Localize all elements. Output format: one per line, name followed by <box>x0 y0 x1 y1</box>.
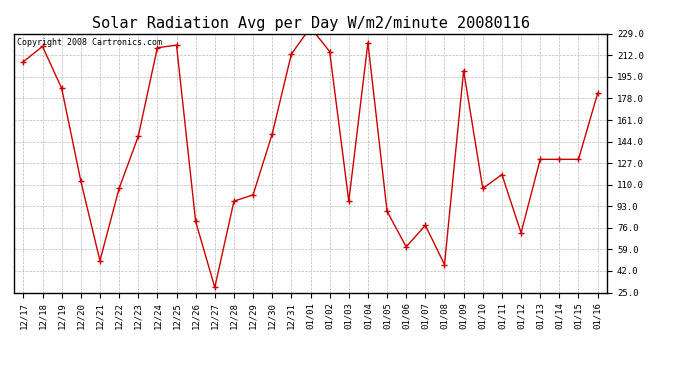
Title: Solar Radiation Avg per Day W/m2/minute 20080116: Solar Radiation Avg per Day W/m2/minute … <box>92 16 529 31</box>
Text: Copyright 2008 Cartronics.com: Copyright 2008 Cartronics.com <box>17 38 161 46</box>
